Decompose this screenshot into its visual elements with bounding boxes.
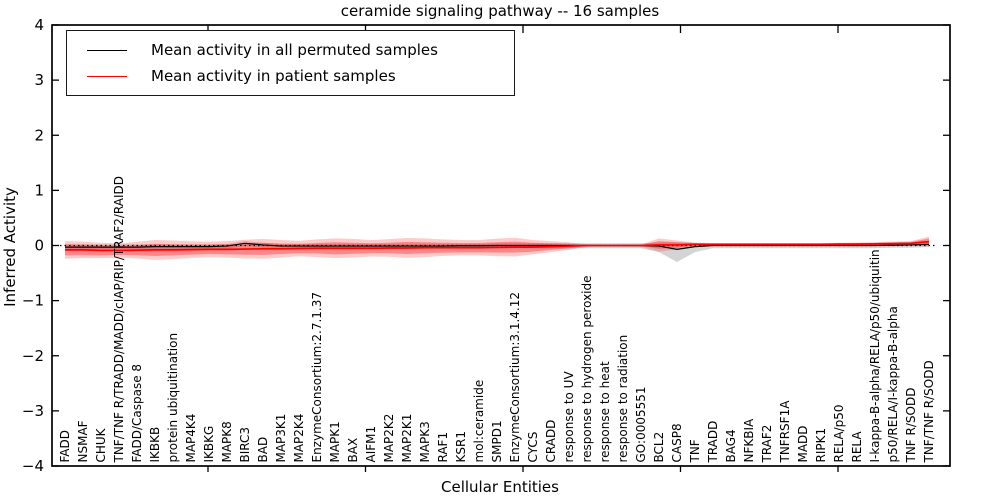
x-tick-label: IKBKG bbox=[202, 426, 216, 463]
x-tick-label: MAPK8 bbox=[220, 421, 234, 462]
x-tick-label: MAPK1 bbox=[328, 421, 342, 462]
x-tick-label: FADD/Caspase 8 bbox=[130, 364, 144, 463]
x-tick-label: RAF1 bbox=[436, 432, 450, 463]
y-axis-label: Inferred Activity bbox=[1, 187, 19, 307]
x-tick-label: response to heat bbox=[598, 361, 612, 463]
x-tick-label: MAP4K4 bbox=[184, 414, 198, 463]
y-tick-label: −2 bbox=[22, 347, 44, 365]
x-tick-label: CYCS bbox=[526, 432, 540, 463]
chart-title: ceramide signaling pathway -- 16 samples bbox=[340, 2, 660, 20]
legend-label: Mean activity in patient samples bbox=[151, 67, 396, 85]
x-tick-label: I-kappa-B-alpha/RELA/p50/ubiquitin bbox=[868, 249, 882, 462]
x-tick-label: KSR1 bbox=[454, 431, 468, 462]
x-tick-label: GO:0005551 bbox=[634, 386, 648, 462]
series-line-permuted bbox=[65, 242, 930, 250]
x-tick-label: FADD bbox=[58, 430, 72, 463]
x-tick-label: TNF bbox=[688, 439, 702, 463]
legend-line-patient-icon bbox=[87, 75, 127, 77]
x-tick-label: response to radiation bbox=[616, 335, 630, 463]
x-tick-label: RELA/p50 bbox=[832, 404, 846, 462]
x-tick-label: TNF/TNF R/TRADD/MADD/cIAP/RIP/TRAF2/RAID… bbox=[112, 176, 126, 464]
x-tick-label: CASP8 bbox=[670, 423, 684, 462]
x-tick-label: response to UV bbox=[562, 371, 576, 463]
x-tick-label: BAD bbox=[256, 437, 270, 463]
x-tick-label: RIPK1 bbox=[814, 428, 828, 463]
x-tick-label: MAP2K2 bbox=[382, 414, 396, 463]
y-tick-label: −3 bbox=[22, 402, 44, 420]
x-tick-label: TRAF2 bbox=[760, 425, 774, 464]
x-tick-label: BAG4 bbox=[724, 429, 738, 462]
x-axis-label: Cellular Entities bbox=[441, 478, 559, 496]
x-tick-label: SMPD1 bbox=[490, 420, 504, 462]
x-tick-label: CHUK bbox=[94, 427, 108, 462]
x-tick-label: TNF R/SODD bbox=[904, 388, 918, 464]
x-tick-label: EnzymeConsortium:3.1.4.12 bbox=[508, 292, 522, 463]
y-tick-label: 1 bbox=[34, 181, 44, 199]
x-tick-label: MAP2K1 bbox=[400, 414, 414, 463]
x-tick-label: mol:ceramide bbox=[472, 380, 486, 463]
x-tick-label: MAPK3 bbox=[418, 421, 432, 462]
y-tick-label: 4 bbox=[34, 16, 44, 34]
x-tick-label: MADD bbox=[796, 425, 810, 462]
x-tick-label: p50/RELA/I-kappa-B-alpha bbox=[886, 306, 900, 462]
x-tick-label: AIFM1 bbox=[364, 426, 378, 463]
x-tick-label: BCL2 bbox=[652, 432, 666, 463]
legend-label: Mean activity in all permuted samples bbox=[151, 41, 438, 59]
x-tick-label: BAX bbox=[346, 438, 360, 463]
x-tick-label: TNF/TNF R/SODD bbox=[922, 360, 936, 463]
x-tick-label: MAP2K4 bbox=[292, 414, 306, 463]
x-tick-label: IKBKB bbox=[148, 427, 162, 463]
y-tick-label: 2 bbox=[34, 126, 44, 144]
legend: Mean activity in all permuted samples Me… bbox=[66, 30, 515, 96]
y-tick-label: −4 bbox=[22, 457, 44, 475]
x-tick-label: protein ubiquitination bbox=[166, 333, 180, 463]
y-tick-label: −1 bbox=[22, 292, 44, 310]
x-tick-label: NSMAF bbox=[76, 420, 90, 462]
x-tick-label: RELA bbox=[850, 431, 864, 463]
x-tick-label: NFKBIA bbox=[742, 418, 756, 463]
x-tick-label: EnzymeConsortium:2.7.1.37 bbox=[310, 292, 324, 463]
x-tick-label: CRADD bbox=[544, 420, 558, 463]
y-tick-label: 3 bbox=[34, 71, 44, 89]
x-tick-label: TRADD bbox=[706, 421, 720, 464]
legend-item: Mean activity in patient samples bbox=[87, 67, 514, 85]
x-tick-label: MAP3K1 bbox=[274, 414, 288, 463]
x-tick-label: TNFRSF1A bbox=[778, 400, 792, 464]
legend-line-permuted-icon bbox=[87, 49, 127, 51]
x-tick-label: response to hydrogen peroxide bbox=[580, 275, 594, 462]
series-line-patient bbox=[65, 240, 930, 252]
legend-item: Mean activity in all permuted samples bbox=[87, 41, 514, 59]
y-tick-label: 0 bbox=[34, 237, 44, 255]
x-tick-label: BIRC3 bbox=[238, 427, 252, 463]
